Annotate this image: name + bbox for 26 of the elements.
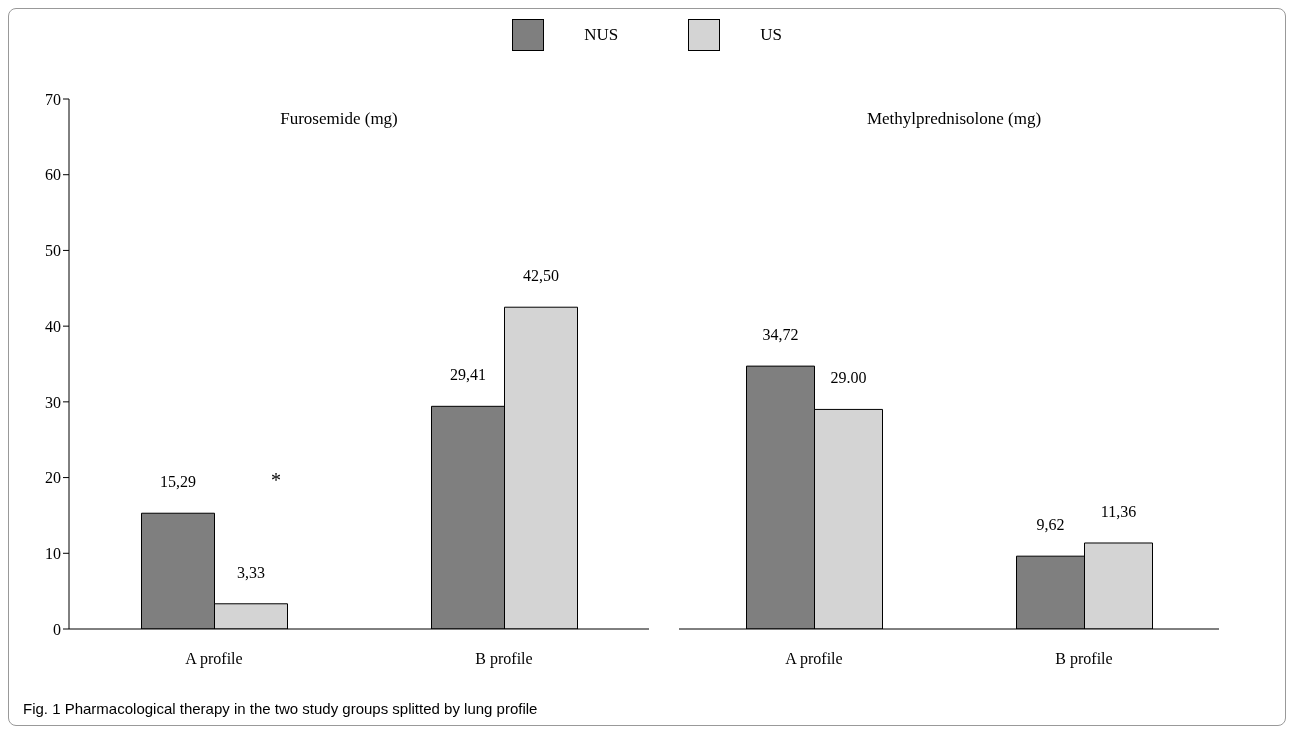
y-tick-label: 10 [45, 544, 61, 562]
y-tick-label: 70 [45, 90, 61, 108]
data-label: 11,36 [1100, 502, 1137, 520]
y-tick-label: 30 [45, 393, 61, 411]
data-label: 42,50 [523, 267, 559, 285]
y-tick-label: 20 [45, 469, 61, 487]
data-label: 9,62 [1036, 516, 1065, 534]
data-label: 29.00 [830, 369, 867, 387]
y-tick-label: 50 [45, 242, 61, 260]
caption: Fig. 1 Pharmacological therapy in the two study groups splitted by lung profile [23, 700, 538, 717]
data-label: 29,41 [450, 366, 486, 384]
x-tick-label: A profile [785, 650, 843, 669]
text: Furosemide (mg) [279, 109, 399, 129]
x-tick-label: B profile [475, 650, 533, 669]
y-tick-label: 60 [45, 166, 61, 184]
legend-label: US [760, 25, 782, 45]
x-tick-label: A profile [185, 650, 243, 669]
text: Methylprednisolone (mg) [865, 109, 1043, 129]
legend-label: NUS [584, 25, 619, 45]
data-label: 15,29 [160, 473, 196, 491]
x-tick-label: B profile [1055, 650, 1113, 669]
y-tick-label: 0 [53, 620, 61, 638]
data-label: 34,72 [762, 326, 799, 344]
data-label: 3,33 [237, 563, 265, 581]
annotation: * [271, 469, 281, 492]
y-tick-label: 40 [45, 317, 61, 335]
